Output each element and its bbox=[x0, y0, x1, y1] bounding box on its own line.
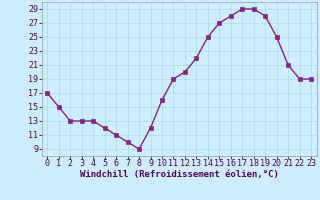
X-axis label: Windchill (Refroidissement éolien,°C): Windchill (Refroidissement éolien,°C) bbox=[80, 170, 279, 179]
